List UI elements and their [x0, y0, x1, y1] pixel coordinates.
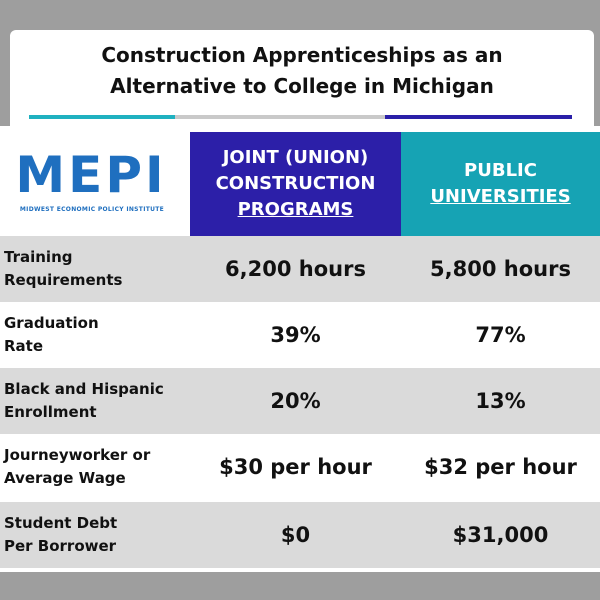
- page-title: Construction Apprenticeships as an Alter…: [10, 40, 594, 102]
- table-row: Student Debt Per Borrower $0 $31,000: [0, 502, 600, 568]
- row-label-line-2: Average Wage: [4, 469, 126, 487]
- public-value: 5,800 hours: [430, 257, 571, 281]
- row-label-line-2: Per Borrower: [4, 537, 117, 555]
- row-label: Graduation Rate: [4, 302, 190, 368]
- row-label: Training Requirements: [4, 236, 190, 302]
- row-label-line-1: Graduation: [4, 314, 99, 332]
- column-header-public-universities: PUBLIC UNIVERSITIES: [401, 132, 600, 236]
- row-label-line-2: Enrollment: [4, 403, 97, 421]
- public-header-line-2: UNIVERSITIES: [430, 186, 571, 207]
- title-card: [10, 30, 594, 126]
- joint-value: 39%: [270, 323, 321, 347]
- row-label: Journeyworker or Average Wage: [4, 434, 190, 500]
- row-label: Black and Hispanic Enrollment: [4, 368, 190, 434]
- row-label-line-1: Training: [4, 248, 73, 266]
- row-label-line-2: Requirements: [4, 271, 123, 289]
- row-label-line-1: Journeyworker or: [4, 446, 151, 464]
- row-label: Student Debt Per Borrower: [4, 502, 190, 568]
- joint-value: 20%: [270, 389, 321, 413]
- title-underline-grey: [175, 115, 385, 119]
- joint-header-line-3: PROGRAMS: [237, 199, 354, 220]
- title-underline-blue: [385, 115, 572, 119]
- joint-header-line-1: JOINT (UNION): [222, 147, 369, 168]
- table-row: Training Requirements 6,200 hours 5,800 h…: [0, 236, 600, 302]
- joint-value: $30 per hour: [219, 455, 372, 479]
- row-label-line-1: Black and Hispanic: [4, 380, 164, 398]
- joint-header-line-2: CONSTRUCTION: [215, 173, 376, 194]
- joint-value: 6,200 hours: [225, 257, 366, 281]
- row-label-line-2: Rate: [4, 337, 44, 355]
- title-line-2: Alternative to College in Michigan: [110, 74, 494, 98]
- table-row: Graduation Rate 39% 77%: [0, 302, 600, 368]
- public-value: 13%: [475, 389, 526, 413]
- public-value: $32 per hour: [424, 455, 577, 479]
- joint-value: $0: [280, 523, 311, 547]
- column-header-joint-programs: JOINT (UNION) CONSTRUCTION PROGRAMS: [190, 132, 401, 236]
- table-row: Black and Hispanic Enrollment 20% 13%: [0, 368, 600, 434]
- public-header-line-1: PUBLIC: [464, 160, 537, 181]
- logo-cell: [0, 132, 190, 236]
- row-label-line-1: Student Debt: [4, 514, 118, 532]
- table-row: Journeyworker or Average Wage $30 per hou…: [0, 434, 600, 500]
- bottom-border: [0, 572, 600, 600]
- public-value: 77%: [475, 323, 526, 347]
- mepi-logo-subtitle: MIDWEST ECONOMIC POLICY INSTITUTE: [19, 206, 165, 213]
- mepi-logo: MEPI: [15, 146, 167, 204]
- public-value: $31,000: [452, 523, 549, 547]
- title-underline-teal: [29, 115, 175, 119]
- title-line-1: Construction Apprenticeships as an: [101, 43, 503, 67]
